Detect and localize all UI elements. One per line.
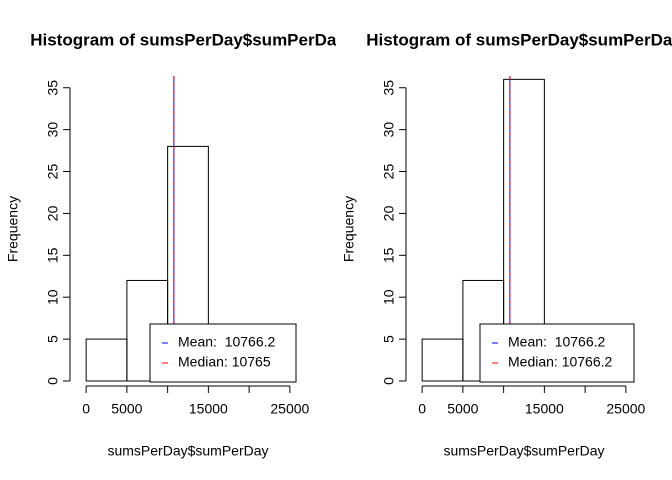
y-tick-label: 20 — [381, 205, 397, 221]
y-axis-label: Frequency — [5, 196, 21, 262]
bar — [421, 338, 464, 382]
y-tick-label: 15 — [381, 247, 397, 263]
legend-box — [149, 323, 297, 383]
y-tick-label: 20 — [45, 205, 61, 221]
y-tick-label: 5 — [381, 335, 397, 343]
panel: Histogram of sumsPerDay$sumPerDay 0 5 10 15 2… — [5, 30, 346, 459]
legend-label: Median: 10766.2 — [508, 354, 613, 370]
y-tick-label: 5 — [45, 335, 61, 343]
y-tick-label: 35 — [381, 80, 397, 96]
y-tick-label: 30 — [381, 122, 397, 138]
x-axis-label: sumsPerDay$sumPerDay — [107, 443, 268, 459]
y-tick-label: 10 — [45, 289, 61, 305]
x-tick-label: 15000 — [189, 401, 228, 417]
chart-title: Histogram of sumsPerDay$sumPerDay — [30, 30, 346, 49]
y-tick-label: 15 — [45, 247, 61, 263]
chart-title: Histogram of sumsPerDay$sumPerDay — [366, 30, 672, 49]
x-tick-label: 0 — [418, 401, 426, 417]
y-tick-label: 25 — [381, 164, 397, 180]
x-tick-label: 15000 — [525, 401, 564, 417]
y-tick-label: 10 — [381, 289, 397, 305]
x-tick-label: 0 — [82, 401, 90, 417]
legend: Mean: 10766.2 Median: 10765 — [149, 323, 297, 383]
x-tick-label: 25000 — [270, 401, 309, 417]
x-axis-label: sumsPerDay$sumPerDay — [443, 443, 604, 459]
y-tick-label: 30 — [45, 122, 61, 138]
y-tick-label: 0 — [45, 377, 61, 385]
y-tick-label: 35 — [45, 80, 61, 96]
legend-box — [479, 323, 635, 383]
y-tick-label: 0 — [381, 377, 397, 385]
legend: Mean: 10766.2 Median: 10766.2 — [479, 323, 635, 383]
y-tick-label: 25 — [45, 164, 61, 180]
panel: Histogram of sumsPerDay$sumPerDay 0 5 10 15 2… — [341, 30, 672, 458]
x-tick-label: 5000 — [111, 401, 142, 417]
bar — [85, 338, 128, 382]
y-axis-label: Frequency — [341, 196, 357, 262]
legend-label: Median: 10765 — [178, 354, 271, 370]
x-tick-label: 25000 — [606, 401, 645, 417]
legend-label: Mean: 10766.2 — [508, 334, 606, 350]
legend-label: Mean: 10766.2 — [178, 334, 276, 350]
x-tick-label: 5000 — [447, 401, 478, 417]
